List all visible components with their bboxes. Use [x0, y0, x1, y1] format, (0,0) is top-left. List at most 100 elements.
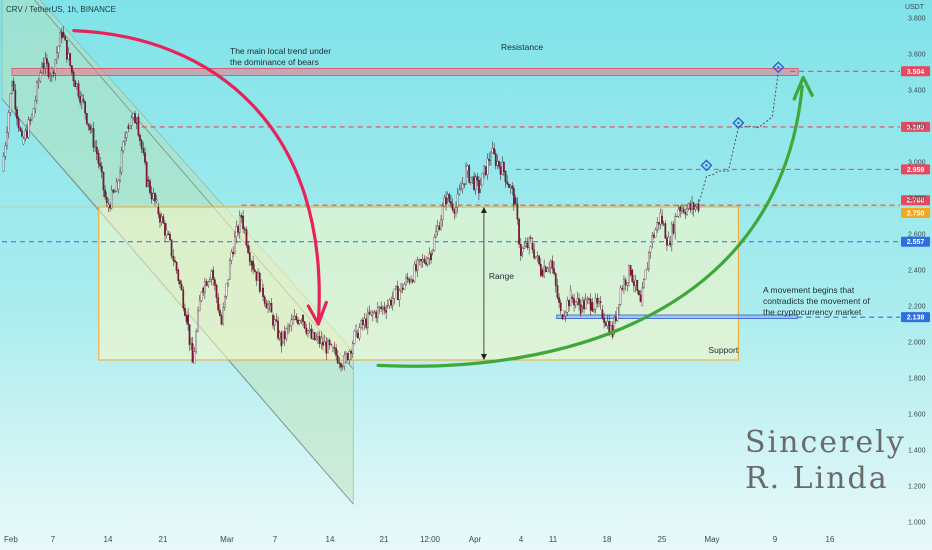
signature-line: Sincerely [745, 425, 906, 460]
candle-body [51, 68, 53, 76]
candle-body [638, 290, 640, 296]
candle-body [428, 253, 431, 259]
candle-body [491, 148, 494, 154]
candle-body [358, 327, 361, 339]
price-label-bg-3.195 [901, 121, 930, 132]
candle-body [400, 283, 402, 291]
candle-body [629, 265, 632, 276]
price-label-bg-2.959 [901, 164, 930, 175]
candle-body [524, 242, 527, 247]
y-tick-label: 1.000 [908, 520, 926, 527]
candle-body [669, 242, 672, 245]
candle-body [125, 132, 128, 138]
candle-body [639, 294, 642, 302]
candle-body [2, 156, 5, 172]
movement-note: the cryptocurrency market [763, 307, 862, 317]
candle-body [484, 166, 487, 175]
candle-body [574, 301, 577, 306]
candle-body [468, 165, 471, 183]
candle-body [634, 279, 637, 286]
candle-body [184, 307, 186, 316]
candle-body [198, 300, 201, 312]
candle-body [538, 255, 540, 265]
candle-body [262, 287, 264, 298]
candle-body [102, 171, 105, 191]
candle-body [416, 259, 419, 271]
price-label-3.504: 3.504 [907, 69, 925, 76]
candle-body [11, 85, 13, 94]
candle-body [518, 219, 520, 245]
candle-body [290, 319, 293, 327]
candle-body [54, 59, 57, 74]
range-arrow-head-top [480, 207, 487, 213]
candle-body [100, 166, 103, 173]
candle-body [644, 269, 647, 280]
candle-body [185, 315, 188, 322]
candle-body [478, 179, 480, 194]
y-tick-label: 3.200 [908, 124, 926, 131]
movement-note: contradicts the movement of [763, 296, 870, 306]
candle-body [127, 125, 130, 129]
candle-body [7, 112, 10, 133]
candle-body [332, 347, 334, 352]
candle-body [421, 258, 424, 262]
candle-body [425, 262, 427, 265]
candle-body [636, 279, 639, 291]
candle-body [6, 132, 8, 146]
candle-body [558, 297, 560, 303]
candle-body [282, 331, 284, 343]
candle-body [408, 279, 411, 283]
candle-body [285, 328, 288, 340]
candle-body [32, 108, 35, 118]
candle-body [420, 259, 422, 262]
candle-body [488, 158, 491, 161]
candle-body [67, 53, 70, 60]
candle-body [441, 206, 444, 221]
candle-body [70, 65, 73, 73]
candle-body [509, 185, 512, 188]
candle-body [149, 180, 151, 193]
movement-note: A movement begins that [763, 285, 855, 295]
candle-body [104, 189, 106, 198]
price-label-2.760: 2.760 [907, 198, 925, 205]
candle-body [119, 172, 121, 181]
candle-body [110, 189, 113, 209]
candle-body [243, 228, 246, 230]
candle-body [323, 341, 326, 346]
price-label-bg-2.750 [901, 208, 930, 218]
candle-body [150, 192, 153, 200]
candle-body [694, 206, 697, 210]
target-diamond [700, 159, 713, 172]
candle-body [656, 222, 659, 230]
candle-body [469, 177, 472, 183]
candle-body [566, 300, 569, 313]
candle-body [280, 332, 283, 347]
candle-body [413, 264, 416, 282]
candle-body [503, 162, 505, 172]
candle-body [172, 256, 175, 261]
candle-body [599, 301, 602, 303]
candle-body [255, 271, 258, 281]
candle-body [135, 122, 138, 124]
candle-body [571, 296, 574, 299]
price-label-2.138: 2.138 [907, 315, 925, 322]
candle-body [689, 203, 692, 210]
candle-body [355, 325, 358, 332]
candle-body [34, 100, 37, 109]
candle-body [82, 98, 85, 102]
candle-body [217, 297, 220, 311]
candle-body [267, 304, 269, 309]
candle-body [170, 239, 173, 257]
candle-body [273, 319, 276, 326]
candle-body [385, 310, 387, 313]
candle-body [686, 208, 688, 215]
candle-body [667, 237, 670, 246]
candle-body [443, 197, 446, 207]
candle-body [305, 327, 308, 334]
candle-body [553, 268, 555, 274]
candle-body [313, 332, 316, 341]
candle-body [62, 32, 65, 37]
candle-body [310, 328, 313, 339]
y-tick-label: 2.000 [908, 340, 926, 347]
